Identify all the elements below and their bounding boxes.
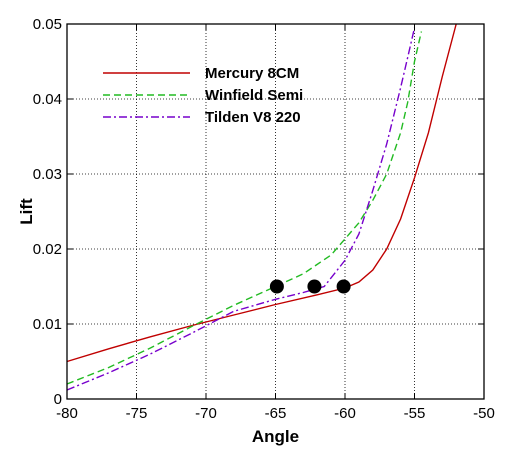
legend-label: Winfield Semi <box>205 87 303 104</box>
x-tick-label: -50 <box>473 405 495 422</box>
x-tick-label: -70 <box>195 405 217 422</box>
x-tick-label: -65 <box>265 405 287 422</box>
legend-label: Mercury 8CM <box>205 65 299 82</box>
y-axis-title: Lift <box>17 198 36 225</box>
x-tick-label: -75 <box>126 405 148 422</box>
marker-layer <box>269 279 351 294</box>
series-line-3 <box>66 27 416 391</box>
series-line-2 <box>66 31 423 385</box>
axis-ticks: -80 -75 -70 -65 -60 -55 -50 0 0.01 0.02 0.03 0.04 0.… <box>33 16 495 422</box>
y-tick-label: 0.05 <box>33 16 62 33</box>
data-point-marker <box>307 279 322 294</box>
x-tick-label: -80 <box>56 405 78 422</box>
grid <box>67 24 484 399</box>
series-line-1 <box>66 23 457 363</box>
x-tick-label: -60 <box>334 405 356 422</box>
x-axis-title: Angle <box>252 427 299 446</box>
data-point-marker <box>269 279 284 294</box>
y-tick-label: 0.03 <box>33 166 62 183</box>
legend-label: Tilden V8 220 <box>205 109 301 126</box>
data-point-marker <box>336 279 351 294</box>
legend: Mercury 8CM Winfield Semi Tilden V8 220 <box>103 65 303 126</box>
series-layer <box>66 23 457 391</box>
y-tick-label: 0.04 <box>33 91 62 108</box>
y-tick-label: 0.02 <box>33 241 62 258</box>
x-tick-label: -55 <box>404 405 426 422</box>
y-tick-label: 0 <box>54 391 62 408</box>
y-tick-label: 0.01 <box>33 316 62 333</box>
